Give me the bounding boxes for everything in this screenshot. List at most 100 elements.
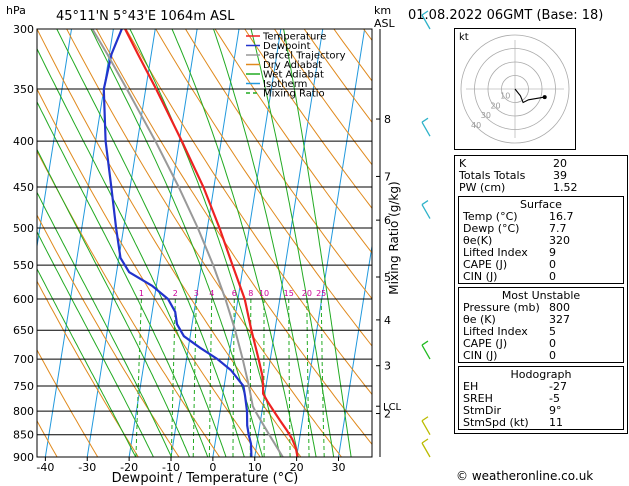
pressure-tick-label: 400	[13, 135, 34, 148]
stat-value: -5	[549, 392, 560, 405]
hodograph-ring-label: 30	[481, 111, 491, 120]
x-tick-label: 20	[290, 461, 304, 474]
stat-label: Pressure (mb)	[463, 301, 540, 314]
dry-adiabat-line	[363, 29, 372, 42]
stat-value: 9	[549, 246, 556, 259]
dry-adiabat-line	[37, 29, 302, 457]
x-tick-label: 0	[209, 461, 216, 474]
mixing-ratio-label: 3	[194, 289, 199, 298]
hodograph-storm-point	[542, 95, 547, 100]
stat-row: θe (K) 327	[459, 314, 623, 326]
altitude-tick-label: 8	[384, 113, 391, 126]
skewt-chart: 1 2 3 4 6 8 10 15 20 25 3003504004505005506006507…	[6, 4, 452, 486]
datetime-title: 01.08.2022 06GMT (Base: 18)	[408, 8, 604, 23]
pressure-tick-label: 300	[13, 23, 34, 36]
stat-row: EH -27	[459, 381, 623, 393]
altitude-tick-label: 5	[384, 271, 391, 284]
hodograph-ring-label: 20	[490, 101, 500, 110]
most-unstable-rows: Pressure (mb) 800 θe (K) 327 Lifted Index 5 CA…	[459, 302, 623, 362]
mixing-ratio-label: 4	[209, 289, 214, 298]
wind-barb	[421, 438, 431, 458]
legend-label: Parcel Trajectory	[263, 51, 346, 62]
footer-credit: © weatheronline.co.uk	[456, 469, 594, 483]
stat-row: SREH -5	[459, 393, 623, 405]
stat-label: Temp (°C)	[463, 210, 518, 223]
x-tick-label: -10	[162, 461, 180, 474]
indices-panel: K 20 Totals Totals 39 PW (cm) 1.52 Surface Te…	[454, 155, 628, 434]
mixing-ratio-label: 25	[316, 289, 326, 298]
stat-value: 39	[553, 169, 567, 182]
pressure-tick-label: 700	[13, 353, 34, 366]
location-title: 45°11'N 5°43'E 1064m ASL	[56, 9, 235, 24]
plot-frame	[36, 28, 373, 458]
chart-background-lines	[37, 29, 452, 457]
surface-section: Surface Temp (°C) 16.7 Dewp (°C) 7.7 θe(K) 32…	[458, 196, 624, 284]
x-tick-label: 30	[332, 461, 346, 474]
surface-rows: Temp (°C) 16.7 Dewp (°C) 7.7 θe(K) 320 Lifted …	[459, 211, 623, 283]
most-unstable-section: Most Unstable Pressure (mb) 800 θe (K) 327 L…	[458, 287, 624, 363]
pressure-tick-label: 800	[13, 405, 34, 418]
altitude-tick-label: 4	[384, 314, 391, 327]
altitude-tick-label: 7	[384, 170, 391, 183]
isotherm-line	[422, 29, 452, 457]
pressure-tick-label: 600	[13, 293, 34, 306]
mixing-ratio-label: 10	[259, 289, 269, 298]
mixing-ratio-axis-label: Mixing Ratio (g/kg)	[387, 181, 401, 294]
stat-row: Dewp (°C) 7.7	[459, 223, 623, 235]
sounding-profiles	[91, 29, 299, 457]
legend-label: Mixing Ratio	[263, 89, 325, 100]
stat-value: 5	[549, 325, 556, 338]
asl-label: ASL	[374, 17, 396, 30]
hodograph-kt-label: kt	[459, 32, 469, 43]
series-line-dewpoint	[102, 29, 253, 457]
stat-label: θe (K)	[463, 313, 496, 326]
stat-row: CIN (J) 0	[459, 271, 623, 283]
dry-adiabat-line	[37, 87, 261, 457]
legend-label: Dewpoint	[263, 41, 311, 52]
stat-label: EH	[463, 380, 479, 393]
stat-label: SREH	[463, 392, 493, 405]
km-label: km	[374, 4, 391, 17]
pressure-axis: 300 350 400 450 500 550 600 650 700 750 800 850 900	[13, 23, 34, 464]
stat-label: PW (cm)	[459, 181, 506, 194]
stat-label: CIN (J)	[463, 349, 498, 362]
stat-row: Lifted Index 5	[459, 326, 623, 338]
stat-row: CAPE (J) 0	[459, 338, 623, 350]
stat-value: 327	[549, 313, 570, 326]
hodograph-section: Hodograph EH -27 SREH -5 StmDir 9° StmSpd (kt)…	[458, 366, 624, 430]
mixing-ratio-labels: 1 2 3 4 6 8 10 15 20 25	[139, 289, 326, 298]
mixing-ratio-label: 8	[248, 289, 253, 298]
hodograph-ring	[487, 61, 543, 117]
hodograph-ring	[460, 34, 570, 144]
hodograph-ring-label: 40	[471, 121, 481, 130]
pressure-tick-label: 850	[13, 429, 34, 442]
stat-value: 7.7	[549, 222, 567, 235]
stat-value: 0	[549, 337, 556, 350]
x-tick-label: -40	[36, 461, 54, 474]
stat-row: CAPE (J) 0	[459, 259, 623, 271]
dry-adiabat-line	[393, 29, 452, 457]
mixing-ratio-line	[208, 298, 213, 457]
stat-value: 20	[553, 157, 567, 170]
pressure-tick-label: 450	[13, 181, 34, 194]
x-tick-label: 10	[248, 461, 262, 474]
hodograph-title: Hodograph	[510, 368, 572, 381]
mixing-ratio-label: 6	[232, 289, 237, 298]
pressure-tick-label: 550	[13, 259, 34, 272]
x-axis-label: Dewpoint / Temperature (°C)	[112, 471, 299, 486]
stat-row: StmDir 9°	[459, 405, 623, 417]
pressure-tick-label: 750	[13, 380, 34, 393]
mixing-ratio-line	[135, 298, 142, 457]
hodograph-ring-label: 10	[500, 92, 510, 101]
stat-label: θe(K)	[463, 234, 493, 247]
altitude-tick-label: 2	[384, 408, 391, 421]
mixing-ratio-line	[320, 298, 325, 457]
stat-row: Totals Totals 39	[455, 170, 627, 182]
legend-label: Temperature	[262, 32, 326, 43]
stat-value: 16.7	[549, 210, 574, 223]
mixing-ratio-label: 20	[302, 289, 312, 298]
wet-adiabat-line	[37, 47, 227, 457]
